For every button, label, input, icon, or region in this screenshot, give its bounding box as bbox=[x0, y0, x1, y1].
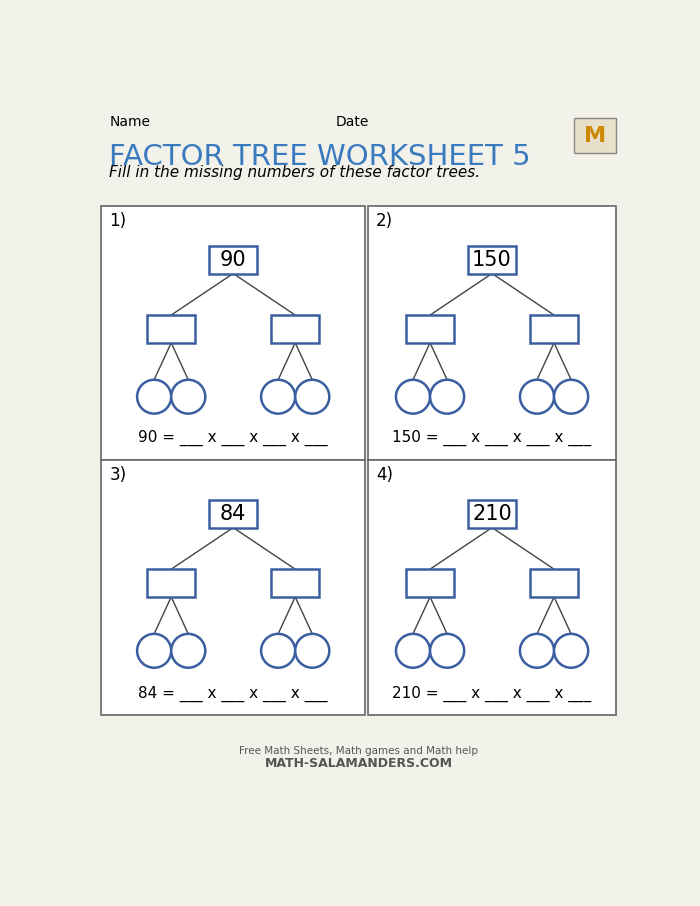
Text: 84: 84 bbox=[220, 504, 246, 524]
Circle shape bbox=[396, 634, 430, 668]
FancyBboxPatch shape bbox=[209, 246, 257, 274]
Text: Date: Date bbox=[335, 115, 369, 129]
Text: Fill in the missing numbers of these factor trees.: Fill in the missing numbers of these fac… bbox=[109, 165, 480, 180]
Circle shape bbox=[430, 634, 464, 668]
Text: 150 = ___ x ___ x ___ x ___: 150 = ___ x ___ x ___ x ___ bbox=[393, 430, 592, 447]
Text: Free Math Sheets, Math games and Math help: Free Math Sheets, Math games and Math he… bbox=[239, 746, 478, 756]
Text: 90: 90 bbox=[220, 250, 246, 270]
Circle shape bbox=[261, 634, 295, 668]
Text: Name: Name bbox=[109, 115, 150, 129]
FancyBboxPatch shape bbox=[406, 315, 454, 342]
FancyBboxPatch shape bbox=[406, 569, 454, 597]
Circle shape bbox=[172, 380, 205, 414]
FancyBboxPatch shape bbox=[530, 315, 578, 342]
Text: M: M bbox=[584, 126, 606, 146]
Bar bbox=[368, 206, 616, 460]
Text: FACTOR TREE WORKSHEET 5: FACTOR TREE WORKSHEET 5 bbox=[109, 142, 531, 170]
Circle shape bbox=[520, 634, 554, 668]
FancyBboxPatch shape bbox=[530, 569, 578, 597]
Circle shape bbox=[137, 380, 172, 414]
Circle shape bbox=[430, 380, 464, 414]
FancyBboxPatch shape bbox=[209, 500, 257, 527]
Text: 90 = ___ x ___ x ___ x ___: 90 = ___ x ___ x ___ x ___ bbox=[139, 430, 328, 447]
Circle shape bbox=[520, 380, 554, 414]
FancyBboxPatch shape bbox=[468, 246, 516, 274]
Circle shape bbox=[295, 634, 329, 668]
Text: 150: 150 bbox=[473, 250, 512, 270]
FancyBboxPatch shape bbox=[271, 315, 319, 342]
Text: 210: 210 bbox=[473, 504, 512, 524]
Text: MATH-SALAMANDERS.COM: MATH-SALAMANDERS.COM bbox=[265, 757, 453, 770]
Text: 84 = ___ x ___ x ___ x ___: 84 = ___ x ___ x ___ x ___ bbox=[139, 686, 328, 702]
Circle shape bbox=[137, 634, 172, 668]
Text: 2): 2) bbox=[376, 212, 393, 230]
Bar bbox=[102, 206, 365, 460]
Text: 4): 4) bbox=[376, 466, 393, 484]
Circle shape bbox=[554, 380, 588, 414]
Text: 210 = ___ x ___ x ___ x ___: 210 = ___ x ___ x ___ x ___ bbox=[393, 686, 592, 702]
Circle shape bbox=[261, 380, 295, 414]
Text: 3): 3) bbox=[109, 466, 126, 484]
Bar bbox=[102, 460, 365, 716]
Circle shape bbox=[554, 634, 588, 668]
FancyBboxPatch shape bbox=[271, 569, 319, 597]
FancyBboxPatch shape bbox=[574, 118, 616, 153]
Text: 1): 1) bbox=[109, 212, 126, 230]
FancyBboxPatch shape bbox=[147, 569, 195, 597]
Circle shape bbox=[396, 380, 430, 414]
Bar bbox=[368, 460, 616, 716]
Circle shape bbox=[295, 380, 329, 414]
FancyBboxPatch shape bbox=[468, 500, 516, 527]
Circle shape bbox=[172, 634, 205, 668]
FancyBboxPatch shape bbox=[147, 315, 195, 342]
